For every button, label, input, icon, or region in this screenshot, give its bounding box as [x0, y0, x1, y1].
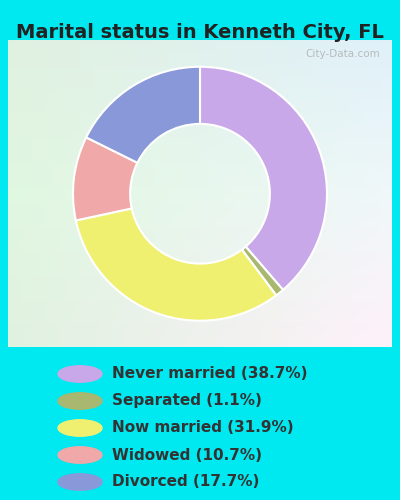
Text: City-Data.com: City-Data.com — [306, 49, 380, 59]
Text: Divorced (17.7%): Divorced (17.7%) — [112, 474, 259, 490]
Circle shape — [58, 366, 102, 382]
Text: Widowed (10.7%): Widowed (10.7%) — [112, 448, 262, 462]
Wedge shape — [76, 208, 276, 320]
Circle shape — [58, 474, 102, 490]
Circle shape — [58, 447, 102, 463]
Wedge shape — [242, 246, 283, 296]
Wedge shape — [86, 66, 200, 163]
Text: Never married (38.7%): Never married (38.7%) — [112, 366, 308, 382]
Text: Separated (1.1%): Separated (1.1%) — [112, 394, 262, 408]
Wedge shape — [200, 66, 327, 290]
Wedge shape — [73, 138, 138, 220]
Text: Now married (31.9%): Now married (31.9%) — [112, 420, 294, 436]
Circle shape — [58, 393, 102, 409]
Circle shape — [58, 420, 102, 436]
Text: Marital status in Kenneth City, FL: Marital status in Kenneth City, FL — [16, 23, 384, 42]
